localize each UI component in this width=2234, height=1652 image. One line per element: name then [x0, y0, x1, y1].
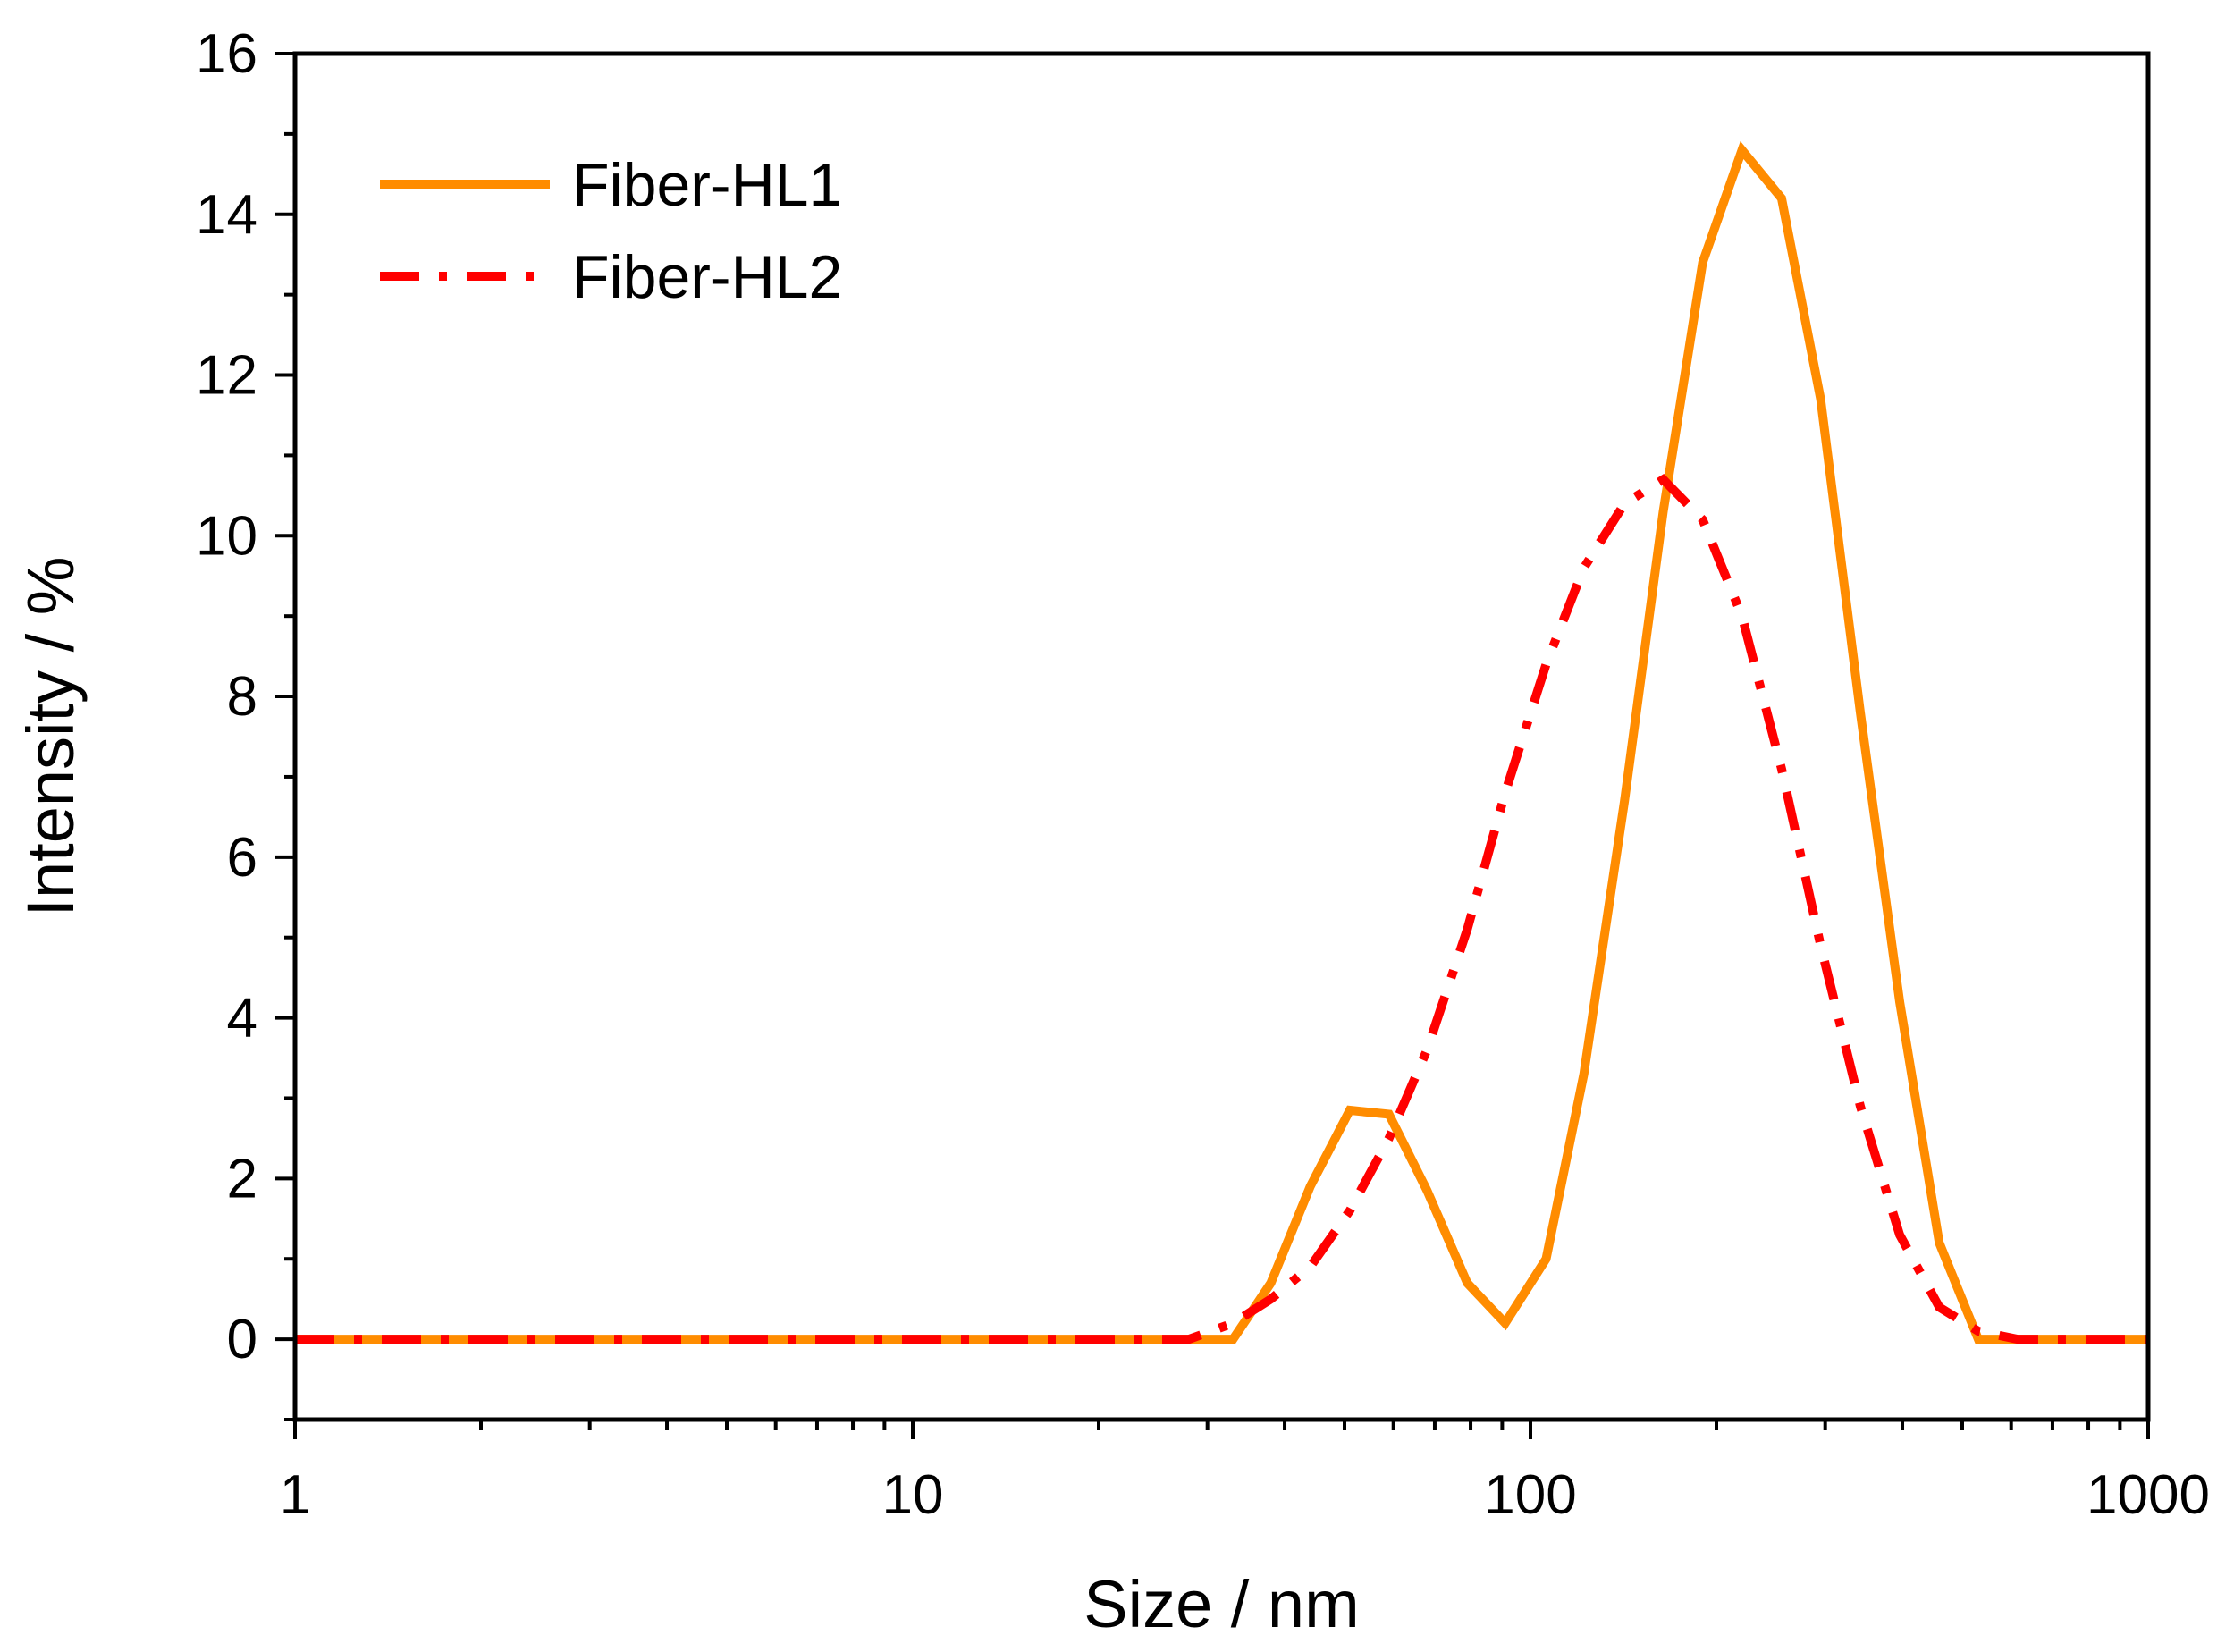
x-tick-label: 1 [280, 1464, 310, 1526]
y-tick-label: 4 [227, 988, 257, 1049]
x-tick-label: 100 [1484, 1464, 1576, 1526]
x-tick-label: 10 [882, 1464, 944, 1526]
x-axis-title: Size / nm [1083, 1567, 1359, 1641]
x-tick-label: 1000 [2086, 1464, 2210, 1526]
labels-layer: 1 10 100 1000 0 2 4 6 8 10 12 14 16 Size / nm Intensit… [13, 23, 2210, 1641]
y-tick-label: 8 [227, 666, 257, 728]
series-layer [295, 140, 2148, 1344]
legend: Fiber-HL1 Fiber-HL2 [380, 151, 842, 311]
y-tick-label: 16 [196, 23, 257, 85]
y-tick-label: 14 [196, 184, 257, 246]
y-tick-label: 0 [227, 1309, 257, 1370]
plot-frame [292, 51, 2151, 1422]
y-tick-label: 10 [196, 505, 257, 567]
y-tick-label: 6 [227, 827, 257, 889]
y-tick-label: 12 [196, 345, 257, 407]
y-axis-title: Intensity / % [13, 556, 88, 916]
legend-label: Fiber-HL2 [572, 243, 842, 311]
y-tick-label: 2 [227, 1148, 257, 1210]
series-line-fiber-hl1 [295, 140, 2148, 1344]
legend-label: Fiber-HL1 [572, 151, 842, 219]
